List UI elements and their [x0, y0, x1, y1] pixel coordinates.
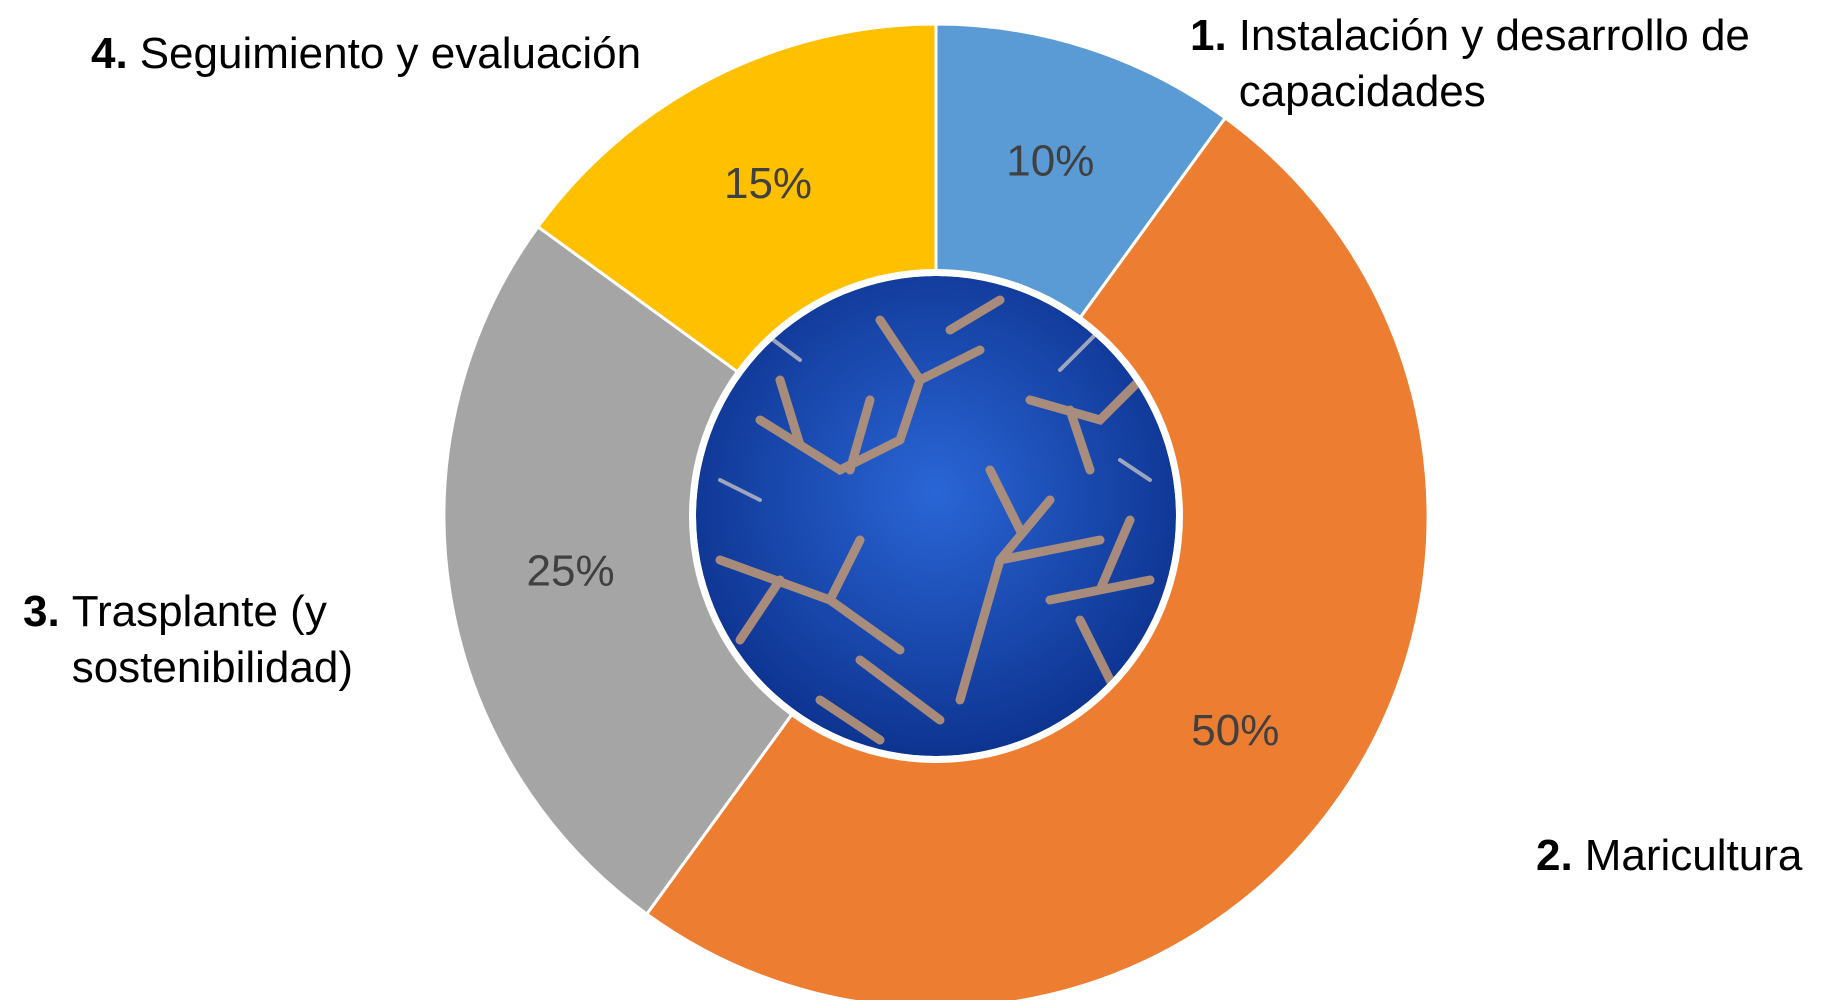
center-image	[696, 276, 1176, 756]
category-label: 2. Maricultura	[1536, 828, 1802, 884]
center-border	[689, 269, 1183, 763]
value-label: 15%	[724, 159, 812, 208]
value-label: 25%	[527, 547, 615, 596]
category-number: 4.	[91, 29, 128, 78]
category-text: Trasplante (y sostenibilidad)	[71, 587, 353, 692]
value-label: 10%	[1006, 137, 1094, 186]
category-text: Maricultura	[1584, 831, 1803, 880]
category-number: 3.	[23, 587, 60, 636]
category-label: 4. Seguimiento y evaluación	[91, 26, 641, 82]
category-label: 3. Trasplante (y sostenibilidad)	[23, 584, 423, 696]
category-label: 1. Instalación y desarrollo de capacidad…	[1190, 8, 1829, 120]
category-text: Instalación y desarrollo de capacidades	[1238, 11, 1750, 116]
slices	[442, 22, 1429, 1000]
category-number: 2.	[1536, 831, 1573, 880]
category-number: 1.	[1190, 11, 1227, 60]
value-label: 50%	[1191, 706, 1279, 755]
category-text: Seguimiento y evaluación	[139, 29, 642, 78]
